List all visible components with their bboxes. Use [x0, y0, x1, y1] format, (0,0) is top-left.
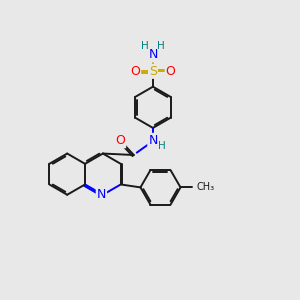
Text: N: N	[97, 188, 106, 201]
Text: N: N	[148, 134, 158, 147]
Text: N: N	[148, 48, 158, 62]
Text: H: H	[141, 41, 149, 51]
Text: O: O	[115, 134, 125, 147]
Text: O: O	[166, 65, 176, 78]
Text: H: H	[158, 141, 166, 151]
Text: S: S	[149, 65, 157, 78]
Text: CH₃: CH₃	[197, 182, 215, 192]
Text: H: H	[157, 41, 165, 51]
Text: O: O	[130, 65, 140, 78]
